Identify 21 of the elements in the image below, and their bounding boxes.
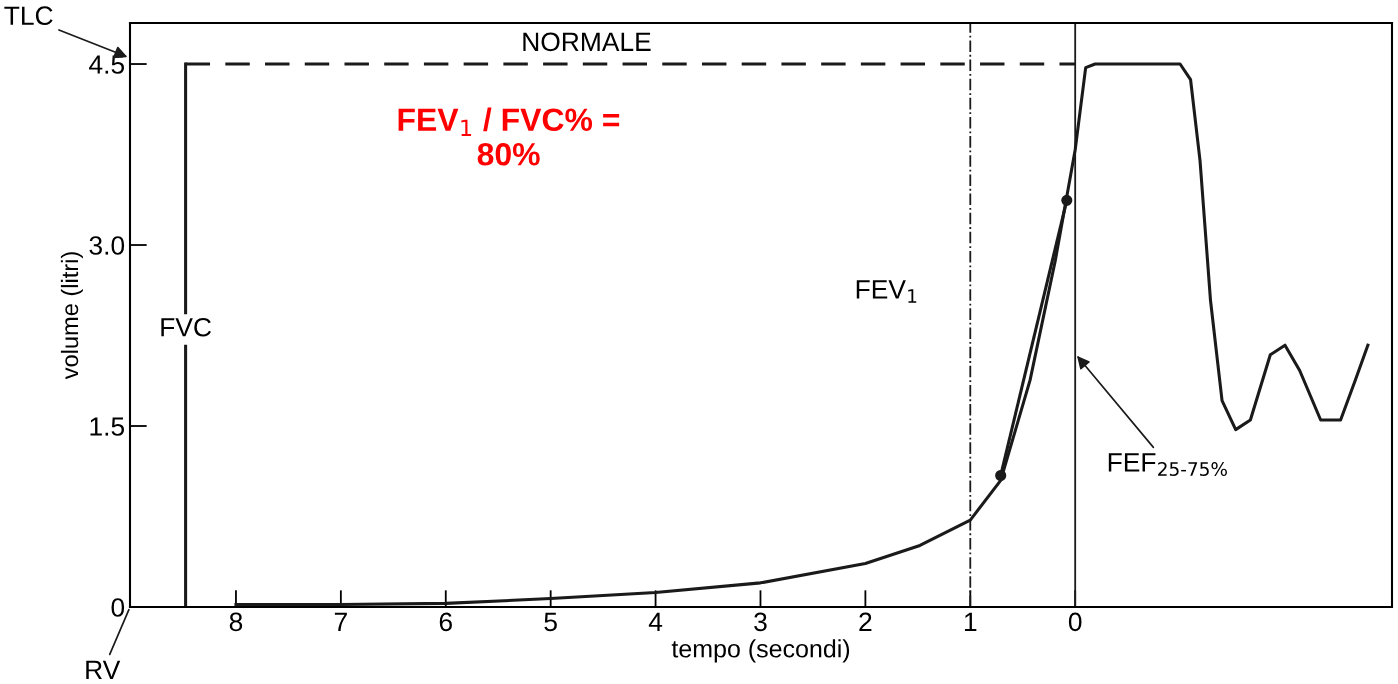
x-axis-title: tempo (secondi) — [671, 639, 850, 663]
x-tick-label: 1 — [964, 612, 977, 631]
x-tick-label: 3 — [754, 612, 767, 632]
annotation: FEV$_{1}$ / FVC% = 80% — [398, 107, 620, 166]
annotation: FEF$_{25-75%}$ — [1108, 453, 1227, 476]
y-tick-label: 1.5 — [90, 417, 125, 436]
text: TLC — [4, 6, 53, 26]
x-tick-label: 0 — [1068, 612, 1082, 632]
y-axis-title: volume (litri) — [60, 252, 83, 380]
x-tick-label: 5 — [544, 612, 557, 632]
x-tick-label: 8 — [229, 612, 243, 632]
x-tick-label: 4 — [648, 612, 663, 631]
y-tick-label: 0 — [111, 598, 125, 617]
annotation: FEV$_{1}$ — [856, 280, 917, 303]
annotation: FVC — [161, 317, 211, 337]
y-tick-label: 3.0 — [89, 236, 125, 255]
x-tick-label: 2 — [859, 612, 872, 631]
text: RV — [86, 660, 121, 679]
annotation: NORMALE — [523, 32, 651, 52]
x-tick-label: 6 — [439, 612, 452, 632]
x-tick-label: 7 — [334, 612, 347, 631]
